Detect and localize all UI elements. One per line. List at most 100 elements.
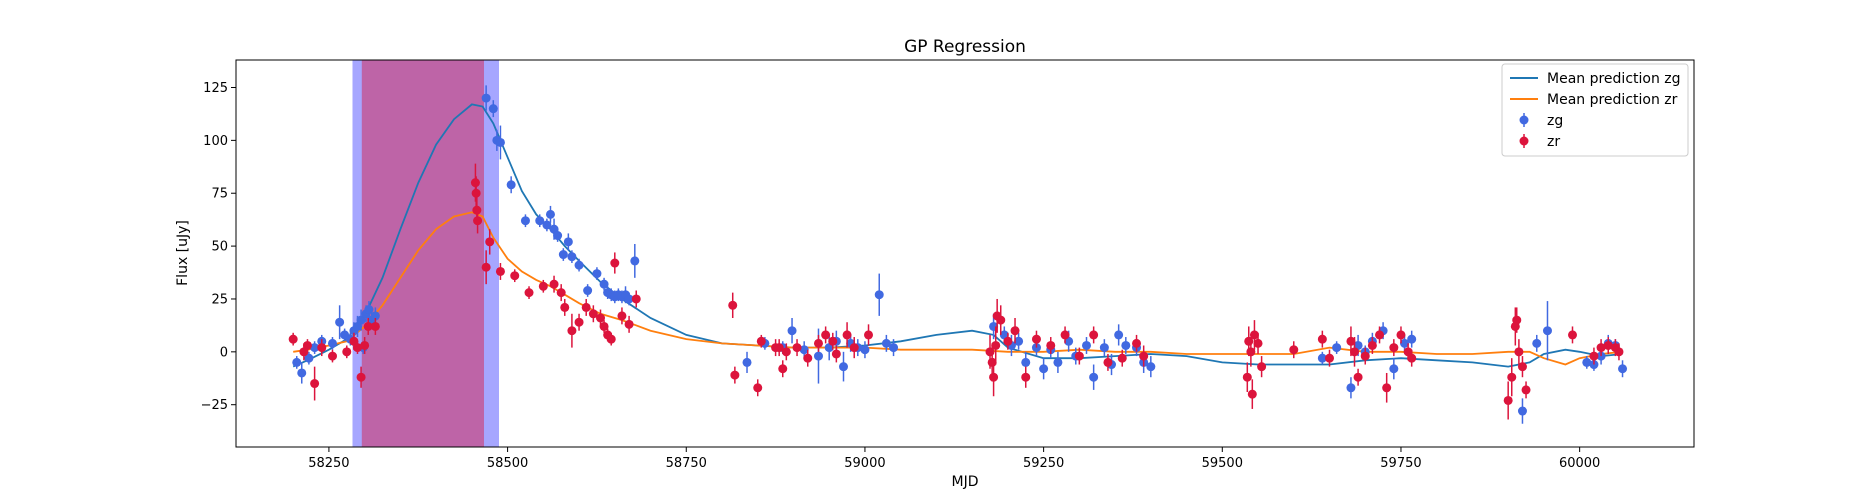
data-point-zg (488, 104, 498, 114)
data-point-zg (567, 252, 577, 262)
data-point-zg (292, 357, 302, 367)
data-point-zr (1614, 347, 1624, 357)
data-point-zg (1532, 338, 1542, 348)
data-point-zg (1039, 364, 1049, 374)
data-point-zr (288, 334, 298, 344)
data-point-zr (581, 302, 591, 312)
data-point-zr (599, 321, 609, 331)
data-point-zr (803, 353, 813, 363)
data-point-zg (370, 311, 380, 321)
data-point-zr (1603, 340, 1613, 350)
data-point-zg (545, 209, 555, 219)
data-point-zr (556, 288, 566, 298)
data-point-zg (1089, 372, 1099, 382)
prediction-line-zr (293, 211, 1623, 366)
legend-marker-zg (1519, 115, 1529, 125)
data-point-zg (624, 294, 634, 304)
data-point-zg (592, 269, 602, 279)
data-point-zr (1117, 353, 1127, 363)
data-point-zg (1114, 330, 1124, 340)
data-point-zr (610, 258, 620, 268)
data-point-zg (1121, 340, 1131, 350)
data-point-zr (1407, 353, 1417, 363)
legend-label-zr: zr (1547, 134, 1560, 150)
data-point-zr (1242, 372, 1252, 382)
data-point-zg (881, 338, 891, 348)
data-point-zg (1317, 353, 1327, 363)
data-point-zr (1325, 353, 1334, 363)
data-point-zg (889, 343, 899, 353)
data-point-zr (624, 319, 634, 329)
data-point-zg (1346, 383, 1356, 393)
data-point-zr (1289, 345, 1299, 355)
data-point-zg (787, 326, 797, 336)
data-point-zg (574, 260, 584, 270)
data-point-zr (1568, 330, 1577, 340)
data-point-zg (506, 180, 516, 190)
data-point-zr (1346, 336, 1356, 346)
data-point-zr (1507, 372, 1517, 382)
data-point-zr (1360, 351, 1370, 361)
data-point-zr (828, 336, 838, 346)
data-point-zr (356, 372, 366, 382)
data-point-zr (360, 340, 370, 350)
data-point-zr (1103, 357, 1113, 367)
data-point-zr (631, 294, 641, 304)
data-point-zg (310, 343, 320, 353)
data-point-zr (1389, 343, 1399, 353)
data-point-zr (567, 326, 577, 336)
data-point-zg (874, 290, 884, 300)
data-point-zg (1146, 362, 1156, 372)
y-axis-ticks: −25 0 25 50 75 100 125 (201, 81, 236, 413)
data-point-zg (1332, 343, 1342, 353)
data-point-zr (596, 313, 605, 323)
legend-marker-zr (1519, 136, 1529, 146)
data-point-zg (813, 351, 823, 361)
y-axis-label: Flux [uJy] (175, 220, 191, 286)
data-point-zr (1257, 362, 1267, 372)
data-point-zg (630, 256, 640, 266)
data-point-zr (778, 364, 788, 374)
data-point-zg (1082, 340, 1091, 350)
y-tick-label: −25 (201, 398, 228, 413)
legend-label-zg-line: Mean prediction zg (1547, 71, 1681, 87)
data-point-zr (1382, 383, 1392, 393)
data-point-zr (728, 300, 738, 310)
data-point-zr (792, 343, 802, 353)
data-point-zr (1589, 351, 1599, 361)
data-point-zr (574, 317, 584, 327)
data-point-zg (1582, 357, 1592, 367)
data-point-zr (1132, 338, 1142, 348)
x-tick-label: 58250 (308, 456, 349, 471)
data-point-zr (730, 370, 740, 380)
data-point-zg (356, 315, 366, 325)
data-point-zr (302, 340, 312, 350)
chart-title: GP Regression (904, 37, 1026, 57)
data-point-zr (1246, 347, 1256, 357)
data-point-zg (304, 353, 314, 363)
data-point-zr (1253, 338, 1263, 348)
data-point-zr (473, 216, 483, 226)
data-point-zg (297, 368, 307, 378)
data-point-zr (753, 383, 763, 393)
x-tick-label: 58500 (487, 456, 528, 471)
data-point-zr (991, 340, 1001, 350)
data-point-zr (327, 351, 337, 361)
x-axis-ticks: 58250 58500 58750 59000 59250 59500 59750 60000 (308, 447, 1600, 471)
data-point-zr (1089, 330, 1099, 340)
shaded-region-0 (352, 60, 500, 447)
plot-frame (235, 59, 1695, 448)
data-point-zr (1596, 343, 1606, 353)
data-point-zr (1249, 330, 1259, 340)
data-point-zr (1514, 347, 1524, 357)
data-point-zr (524, 288, 534, 298)
y-tick-label: 125 (203, 81, 228, 96)
x-axis-label: MJD (952, 474, 979, 490)
data-point-zg (860, 345, 870, 355)
data-point-zr (1003, 336, 1013, 346)
data-point-zr (560, 302, 570, 312)
data-point-zr (317, 343, 327, 353)
data-point-zr (987, 357, 997, 367)
data-point-zg (1053, 357, 1063, 367)
x-tick-label: 59000 (844, 456, 885, 471)
